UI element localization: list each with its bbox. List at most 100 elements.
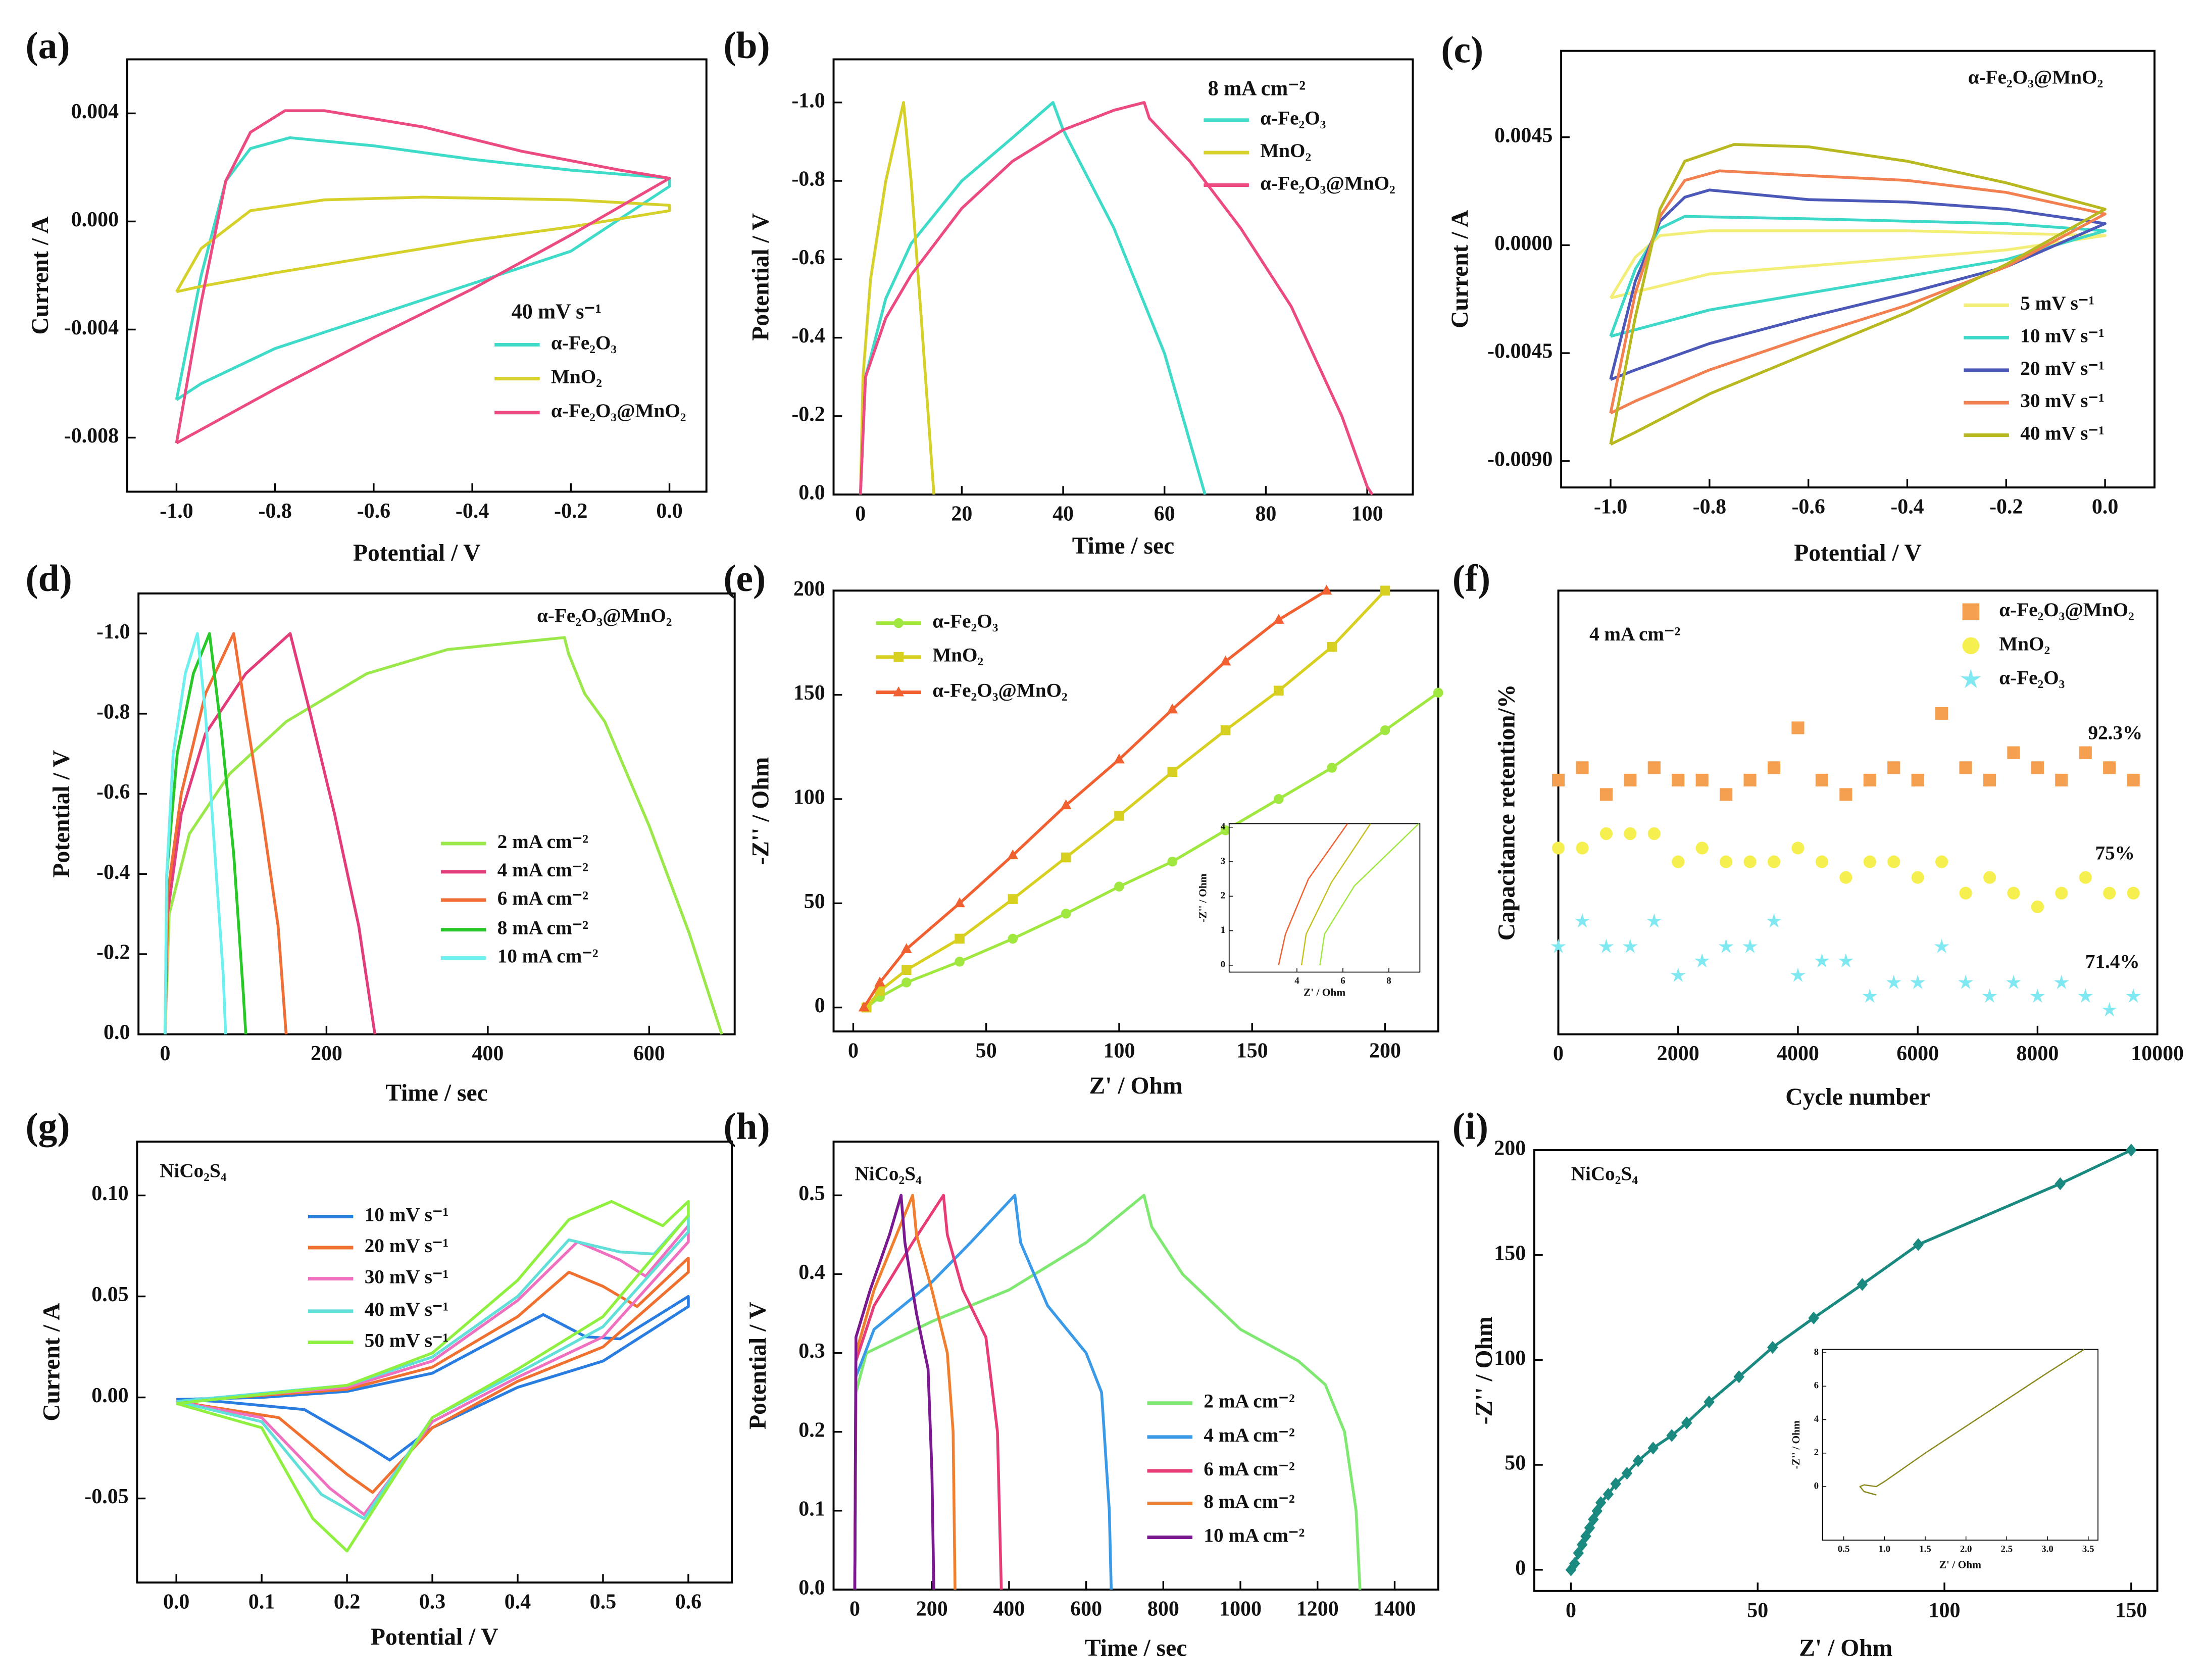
data-point: [2126, 988, 2141, 1003]
data-point: [1624, 827, 1637, 841]
series-line: [164, 632, 288, 1034]
data-point: [1911, 871, 1924, 884]
legend-label: 50 mV s⁻¹: [365, 1329, 449, 1351]
x-tick-label: 0.0: [656, 500, 682, 523]
series-line: [853, 1194, 935, 1590]
annotation: NiCo₂S₄: [1571, 1163, 1638, 1184]
x-tick-label: 50: [1747, 1599, 1768, 1622]
data-point: [1599, 827, 1613, 841]
legend-label: α-Fe₂O₃: [1260, 108, 1326, 129]
annotation: NiCo₂S₄: [160, 1160, 227, 1182]
y-tick-label: 0.0000: [1494, 232, 1552, 255]
legend-label: 2 mA cm⁻²: [1204, 1391, 1294, 1412]
data-point: [1220, 725, 1231, 735]
x-tick-label: 80: [1255, 503, 1276, 526]
series-line: [175, 195, 671, 293]
series-line: [176, 1295, 690, 1462]
y-tick-label: 200: [1494, 1137, 1526, 1160]
data-point: [1599, 788, 1613, 801]
y-tick-label: -1.0: [96, 620, 130, 644]
data-point: [2103, 761, 2116, 774]
y-tick-label: 0.1: [798, 1497, 825, 1520]
y-tick-label: 4: [1814, 1414, 1819, 1424]
data-point: [1815, 855, 1828, 868]
x-tick-label: 0.4: [505, 1591, 531, 1614]
y-axis-label: Potential / V: [745, 1302, 771, 1429]
x-tick-label: 200: [916, 1598, 948, 1621]
x-tick-label: -0.4: [1890, 496, 1924, 519]
y-axis-label: -Z'' / Ohm: [1471, 1316, 1497, 1424]
y-axis-label: -Z'' / Ohm: [748, 757, 774, 865]
legend-label: 8 mA cm⁻²: [497, 917, 588, 939]
y-tick-label: 50: [1505, 1452, 1526, 1475]
data-point: [1983, 773, 1996, 787]
x-axis-label: Z' / Ohm: [1089, 1073, 1183, 1099]
y-tick-label: 0.0045: [1494, 124, 1552, 147]
data-point: [1720, 788, 1733, 801]
legend-marker: [1962, 603, 1980, 621]
x-tick-label: 0: [160, 1042, 170, 1065]
legend-label: 20 mV s⁻¹: [2020, 358, 2105, 379]
x-axis-label: Potential / V: [371, 1624, 498, 1650]
data-point: [874, 976, 885, 986]
panel-label: (c): [1441, 29, 1483, 71]
data-point: [1982, 988, 1997, 1003]
x-tick-label: 0.6: [675, 1591, 702, 1614]
x-tick-label: 0: [1553, 1042, 1564, 1065]
y-tick-label: 100: [1494, 1347, 1526, 1370]
y-tick-label: 8: [1814, 1347, 1819, 1357]
y-axis-label: Potential / V: [48, 750, 75, 878]
data-point: [1886, 974, 1901, 990]
legend-marker: [893, 686, 904, 697]
data-point: [1220, 655, 1231, 666]
data-point: [1602, 1488, 1614, 1501]
panel-label: (e): [723, 558, 766, 600]
series-line: [853, 1194, 1113, 1590]
data-point: [1008, 933, 1018, 944]
data-point: [1814, 953, 1830, 968]
data-point: [1983, 871, 1996, 884]
x-tick-label: 3.0: [2041, 1544, 2053, 1554]
data-point: [1695, 773, 1709, 787]
series-line: [1859, 1349, 2085, 1496]
data-point: [1167, 703, 1178, 714]
x-tick-label: 1000: [1219, 1598, 1262, 1621]
data-point: [1647, 827, 1661, 841]
panel-label: (d): [25, 558, 72, 600]
data-point: [2031, 900, 2044, 913]
data-point: [1575, 913, 1590, 928]
data-point: [1622, 938, 1638, 954]
y-tick-label: -0.6: [791, 246, 825, 269]
y-tick-label: -0.0045: [1487, 340, 1552, 363]
x-axis-label: Z' / Ohm: [1939, 1558, 1981, 1570]
legend-label: 10 mA cm⁻²: [1204, 1524, 1305, 1546]
series-line: [1300, 823, 1371, 966]
data-point: [901, 965, 912, 975]
y-tick-label: -0.0090: [1487, 448, 1552, 471]
data-point: [1273, 614, 1284, 624]
x-tick-label: -0.6: [357, 500, 390, 523]
data-point: [1576, 842, 1589, 855]
y-tick-label: -0.05: [84, 1485, 128, 1508]
data-point: [1670, 967, 1686, 982]
panel-label: (i): [1452, 1106, 1488, 1148]
data-point: [1718, 938, 1734, 954]
data-point: [1863, 773, 1876, 787]
y-tick-label: 0.5: [798, 1182, 825, 1205]
data-point: [1327, 641, 1337, 652]
panel-label: (g): [25, 1106, 70, 1148]
data-point: [1958, 974, 1974, 990]
legend-label: 10 mA cm⁻²: [497, 946, 598, 967]
x-tick-label: 150: [1236, 1040, 1268, 1063]
x-tick-label: -0.2: [554, 500, 587, 523]
data-point: [1694, 953, 1710, 968]
x-tick-label: 600: [1070, 1598, 1102, 1621]
y-tick-label: 0.0: [798, 1576, 825, 1600]
data-point: [1767, 855, 1781, 868]
x-tick-label: -0.8: [1693, 496, 1726, 519]
data-point: [1584, 1521, 1595, 1535]
legend-label: 4 mA cm⁻²: [497, 859, 588, 881]
x-tick-label: 0: [1566, 1599, 1576, 1622]
data-point: [1061, 909, 1071, 919]
legend-title: 8 mA cm⁻²: [1208, 77, 1306, 101]
